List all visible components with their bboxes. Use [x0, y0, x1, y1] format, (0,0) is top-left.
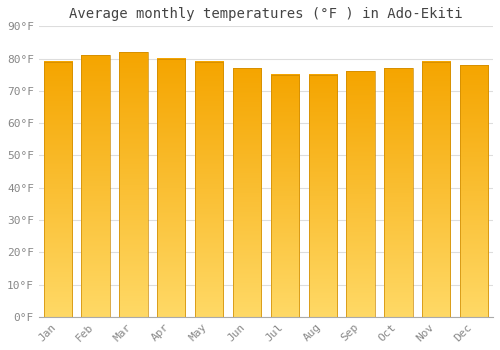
- Bar: [422, 62, 450, 317]
- Bar: [157, 58, 186, 317]
- Bar: [119, 52, 148, 317]
- Title: Average monthly temperatures (°F ) in Ado-Ekiti: Average monthly temperatures (°F ) in Ad…: [69, 7, 462, 21]
- Bar: [346, 71, 375, 317]
- Bar: [233, 68, 261, 317]
- Bar: [44, 62, 72, 317]
- Bar: [460, 65, 488, 317]
- Bar: [308, 75, 337, 317]
- Bar: [270, 75, 299, 317]
- Bar: [384, 68, 412, 317]
- Bar: [82, 55, 110, 317]
- Bar: [195, 62, 224, 317]
